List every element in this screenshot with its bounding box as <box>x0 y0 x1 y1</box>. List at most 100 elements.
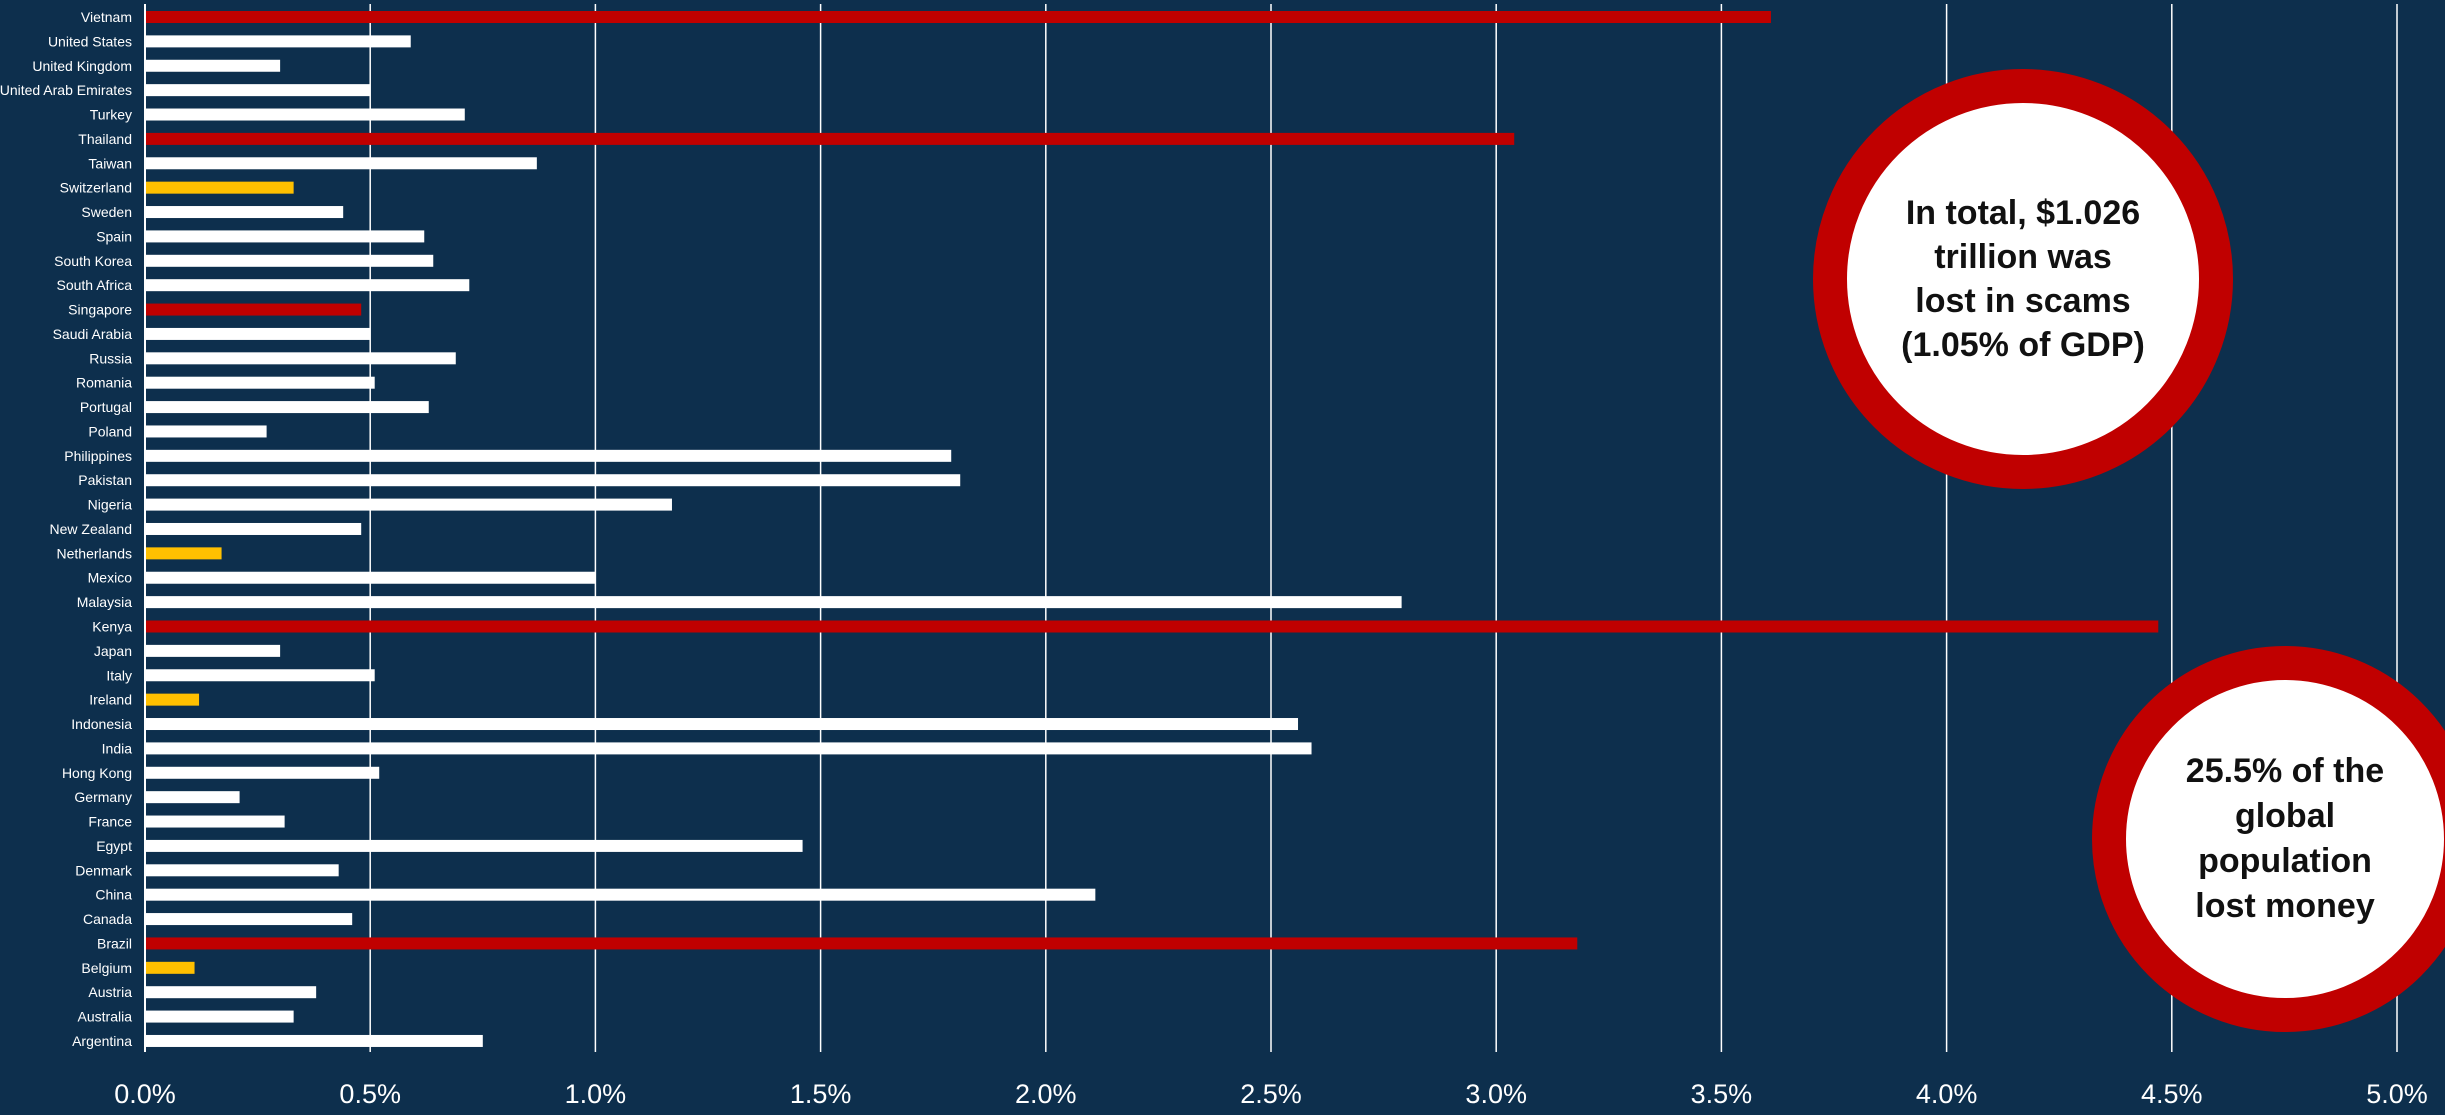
category-label: Portugal <box>80 399 132 415</box>
bar <box>145 206 344 219</box>
bar <box>145 1010 294 1023</box>
bars <box>145 11 2159 1047</box>
bar <box>145 888 1096 901</box>
bar <box>145 571 596 584</box>
category-label: Netherlands <box>57 545 133 561</box>
bar <box>145 693 200 706</box>
bar <box>145 376 375 389</box>
bar <box>145 84 371 97</box>
bar <box>145 864 339 877</box>
x-tick-label: 1.5% <box>790 1079 852 1109</box>
bar <box>145 791 240 804</box>
category-label: Germany <box>74 789 132 805</box>
category-label: Pakistan <box>78 472 132 488</box>
category-label: Sweden <box>81 204 132 220</box>
bar <box>145 108 465 121</box>
category-label: Spain <box>96 228 132 244</box>
category-label: Indonesia <box>71 716 132 732</box>
bar <box>145 254 434 267</box>
bar <box>145 669 375 682</box>
category-label: United Kingdom <box>32 58 132 74</box>
x-tick-labels: 0.0% 0.5% 1.0% 1.5% 2.0% 2.5% 3.0% 3.5% 4.0% 4.5%… <box>114 1079 2428 1109</box>
category-label: Philippines <box>64 448 132 464</box>
category-label: United States <box>48 33 132 49</box>
category-label: Romania <box>76 375 132 391</box>
x-tick-label: 3.0% <box>1465 1079 1527 1109</box>
total-loss-callout-text: In total, $1.026 trillion was lost in sc… <box>1901 194 2145 364</box>
bar <box>145 352 456 365</box>
bar <box>145 718 1299 731</box>
bar <box>145 937 1578 950</box>
category-label: Egypt <box>96 838 132 854</box>
total-loss-callout: In total, $1.026 trillion was lost in sc… <box>1813 69 2233 489</box>
bar <box>145 181 294 194</box>
x-tick-label: 2.5% <box>1240 1079 1302 1109</box>
bar <box>145 35 411 48</box>
x-tick-label: 5.0% <box>2366 1079 2428 1109</box>
category-label: France <box>88 814 132 830</box>
bar <box>145 157 537 170</box>
category-label: Kenya <box>92 619 132 635</box>
x-tick-label: 0.0% <box>114 1079 176 1109</box>
category-label: Brazil <box>97 935 132 951</box>
category-label: Nigeria <box>88 497 133 513</box>
bar <box>145 59 281 72</box>
category-label: South Korea <box>54 253 132 269</box>
x-tick-label: 3.5% <box>1691 1079 1753 1109</box>
category-label: Japan <box>94 643 132 659</box>
bar <box>145 986 317 999</box>
category-label: Canada <box>83 911 132 927</box>
x-tick-label: 1.0% <box>565 1079 627 1109</box>
category-label: Mexico <box>88 570 133 586</box>
bar <box>145 913 353 926</box>
category-label: China <box>95 887 132 903</box>
category-label: Saudi Arabia <box>53 326 133 342</box>
bar <box>145 425 267 438</box>
bar <box>145 11 1771 23</box>
bar <box>145 401 429 414</box>
category-label: Taiwan <box>88 155 132 171</box>
category-label: Argentina <box>72 1033 132 1049</box>
population-callout-text: 25.5% of the global population lost mone… <box>2185 752 2385 925</box>
category-label: Austria <box>88 984 132 1000</box>
bar <box>145 474 961 487</box>
category-label: Switzerland <box>60 180 132 196</box>
bar <box>145 303 362 316</box>
bar <box>145 498 672 511</box>
bar <box>145 815 285 828</box>
bar <box>145 522 362 535</box>
category-labels: Vietnam United States United Kingdom United… <box>0 9 133 1049</box>
bar <box>145 596 1402 609</box>
bar <box>145 766 380 779</box>
category-label: Australia <box>78 1009 133 1025</box>
bar <box>145 961 195 974</box>
bar <box>145 1034 483 1047</box>
category-label: South Africa <box>57 277 133 293</box>
category-label: Belgium <box>81 960 132 976</box>
x-tick-label: 0.5% <box>339 1079 401 1109</box>
category-label: India <box>102 740 133 756</box>
category-label: Denmark <box>75 862 133 878</box>
bar <box>145 644 281 657</box>
bar <box>145 449 952 462</box>
bar <box>145 132 1515 145</box>
bar <box>145 839 803 852</box>
bar <box>145 230 425 243</box>
category-label: Turkey <box>90 107 132 123</box>
bar <box>145 620 2159 633</box>
category-label: Poland <box>88 423 132 439</box>
category-label: New Zealand <box>50 521 133 537</box>
bar <box>145 327 371 340</box>
category-label: Russia <box>89 350 132 366</box>
category-label: United Arab Emirates <box>0 82 132 98</box>
category-label: Ireland <box>89 692 132 708</box>
x-tick-label: 2.0% <box>1015 1079 1077 1109</box>
x-tick-label: 4.5% <box>2141 1079 2203 1109</box>
bar <box>145 279 470 292</box>
category-label: Thailand <box>78 131 132 147</box>
bar <box>145 547 222 560</box>
bar <box>145 742 1312 755</box>
category-label: Vietnam <box>81 9 132 25</box>
